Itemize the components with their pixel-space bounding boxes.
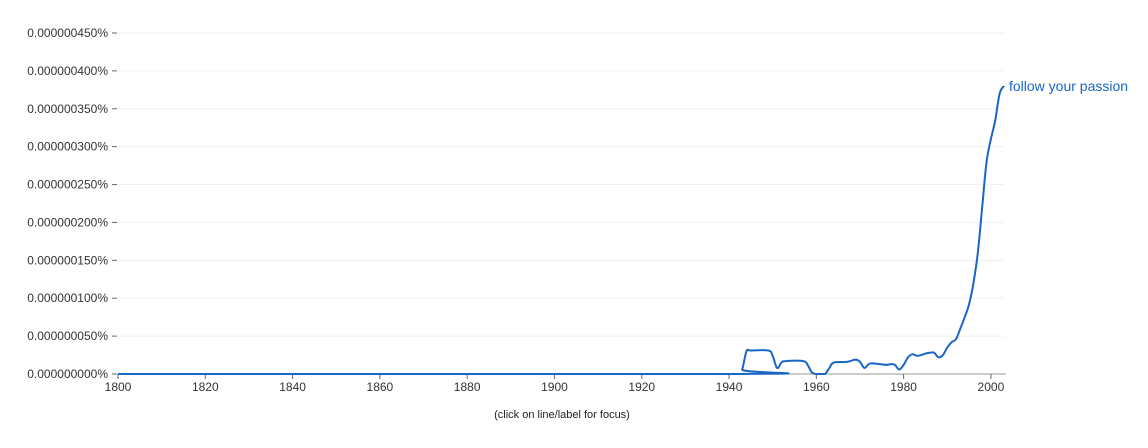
x-tick-label: 1980 [890,380,917,394]
series-line[interactable] [117,85,1005,376]
series-layer[interactable]: follow your passion [117,78,1128,376]
y-tick-label: 0.000000000% [27,367,108,381]
x-tick-label: 1940 [716,380,743,394]
y-tick-label: 0.000000450% [27,26,108,40]
y-tick-label: 0.000000050% [27,329,108,343]
x-tick-label: 1860 [367,380,394,394]
focus-hint-text: (click on line/label for focus) [494,409,630,421]
x-tick-label: 1840 [279,380,306,394]
y-tick-label: 0.000000350% [27,102,108,116]
x-tick-label: 1900 [541,380,568,394]
y-tick-label: 0.000000400% [27,64,108,78]
grid-lines [118,32,1004,337]
y-axis: 0.000000000% 0.000000050% 0.000000100% 0.00… [27,26,117,381]
y-tick-label: 0.000000250% [27,178,108,192]
x-tick-label: 2000 [978,380,1005,394]
y-tick-label: 0.000000300% [27,140,108,154]
x-tick-label: 1800 [105,380,132,394]
x-tick-label: 1880 [454,380,481,394]
x-tick-label: 1820 [192,380,219,394]
y-tick-label: 0.000000150% [27,253,108,267]
y-tick-label: 0.000000200% [27,215,108,229]
y-tick-label: 0.000000100% [27,291,108,305]
x-axis: 1800 1820 1840 1860 1880 1900 1920 1940 1960 1980… [105,373,1006,394]
series-label[interactable]: follow your passion [1009,78,1128,94]
x-tick-label: 1920 [628,380,655,394]
x-tick-label: 1960 [803,380,830,394]
